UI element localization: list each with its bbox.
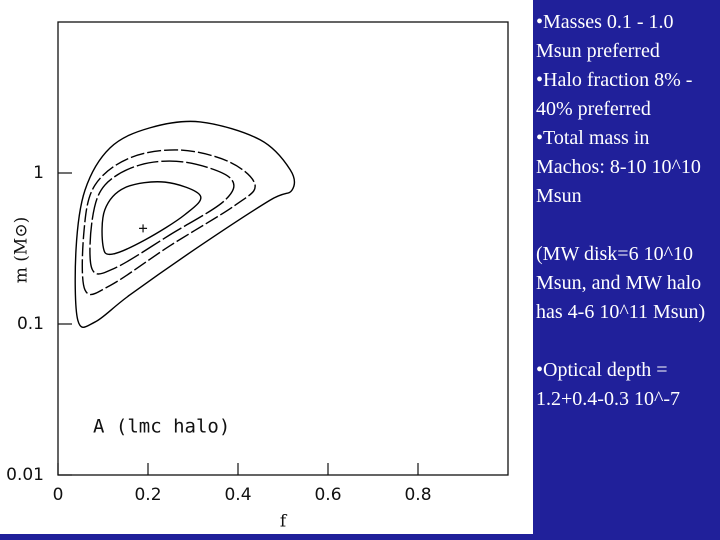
text-panel: •Masses 0.1 - 1.0 Msun preferred •Halo fr… [533, 0, 720, 540]
bottom-strip [0, 534, 533, 540]
bullet-text: (MW disk=6 10^10 Msun, and MW halo has 4… [536, 243, 706, 323]
contour-line [89, 160, 235, 275]
plot-frame [57, 21, 509, 476]
bullet-text: •Masses 0.1 - 1.0 Msun preferred [536, 11, 674, 62]
x-tick-label: 0.6 [314, 485, 341, 505]
x-tick-label: 0.8 [404, 485, 431, 505]
y-tick-label: 0.01 [6, 465, 44, 485]
x-tick-label: 0.2 [134, 485, 161, 505]
y-axis-label: m (M⊙) [12, 217, 32, 283]
bullet-text: •Optical depth = 1.2+0.4-0.3 10^-7 [536, 359, 680, 410]
contour-line [81, 149, 256, 296]
bullet-text: •Total mass in Machos: 8-10 10^10 Msun [536, 127, 701, 207]
annotation: A (lmc halo) [93, 416, 230, 438]
contour-line [74, 120, 296, 328]
best-fit-marker [139, 224, 148, 233]
chart: f m (M⊙) A (lmc halo) 0 0.2 0.4 0.6 0.8 0.01 0… [6, 21, 509, 532]
x-axis-label: f [280, 512, 288, 532]
contour-line [101, 181, 202, 256]
x-tick-label: 0.4 [224, 485, 251, 505]
x-tick-label: 0 [53, 485, 64, 505]
bullet-text: •Halo fraction 8% - 40% preferred [536, 69, 693, 120]
y-tick-label: 1 [33, 163, 44, 183]
y-tick-label: 0.1 [17, 314, 44, 334]
